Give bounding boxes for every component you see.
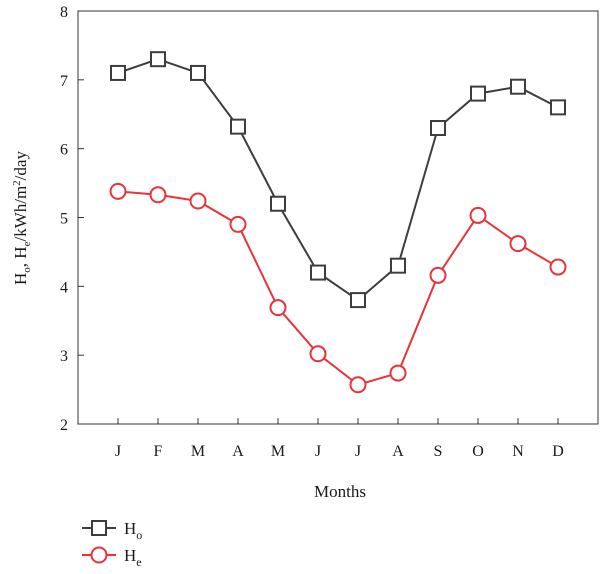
x-tick-label: O (472, 443, 484, 460)
y-tick-label: 6 (60, 142, 68, 159)
data-point (469, 206, 487, 224)
series-Ho (110, 51, 566, 309)
data-point (189, 192, 207, 210)
data-point (229, 215, 247, 233)
y-tick-label: 2 (60, 417, 68, 434)
y-axis: 2 3 4 5 6 7 8 (60, 4, 84, 434)
y-axis-title: Ho, He/kWh/m2/day (11, 151, 33, 285)
legend-item-He: He (82, 546, 142, 569)
x-tick-label: J (315, 443, 321, 460)
x-tick-label: F (154, 443, 163, 460)
x-tick-label: M (271, 443, 285, 460)
x-tick-label: M (191, 443, 205, 460)
data-point (230, 118, 246, 135)
legend: Ho He (82, 519, 142, 569)
series-He (109, 182, 567, 394)
data-point (190, 64, 206, 81)
y-tick-label: 8 (60, 4, 68, 21)
x-axis-title: Months (314, 482, 366, 501)
data-point (430, 120, 446, 137)
data-point (110, 64, 126, 81)
data-point (549, 258, 567, 276)
data-point (550, 99, 566, 116)
data-point (150, 51, 166, 68)
x-tick-label: A (392, 443, 404, 460)
y-tick-label: 7 (60, 73, 68, 90)
legend-item-Ho: Ho (82, 519, 142, 542)
x-tick-label: S (434, 443, 443, 460)
x-tick-label: J (115, 443, 121, 460)
x-tick-label: D (552, 443, 564, 460)
legend-marker (90, 546, 108, 564)
y-tick-label: 5 (60, 211, 68, 228)
series-line (117, 190, 559, 386)
data-point (350, 292, 366, 309)
data-point (390, 257, 406, 274)
legend-label: Ho (124, 519, 142, 542)
data-point (509, 235, 527, 253)
x-tick-label: N (512, 443, 524, 460)
legend-marker (91, 520, 107, 536)
data-point (269, 299, 287, 317)
x-tick-label: J (355, 443, 361, 460)
plot-area-border (77, 10, 599, 425)
x-tick-label: A (232, 443, 244, 460)
legend-label: He (124, 546, 142, 569)
data-point (270, 195, 286, 212)
data-point (429, 266, 447, 284)
plot-frame (77, 10, 599, 425)
data-point (510, 78, 526, 95)
data-point (109, 182, 127, 200)
y-tick-label: 3 (60, 348, 68, 365)
y-tick-label: 4 (60, 279, 68, 296)
series-layer (109, 51, 567, 394)
data-point (349, 376, 367, 394)
series-line (117, 58, 559, 302)
data-point (310, 264, 326, 281)
data-point (149, 186, 167, 204)
data-point (470, 85, 486, 102)
data-point (389, 364, 407, 382)
data-point (309, 345, 327, 363)
